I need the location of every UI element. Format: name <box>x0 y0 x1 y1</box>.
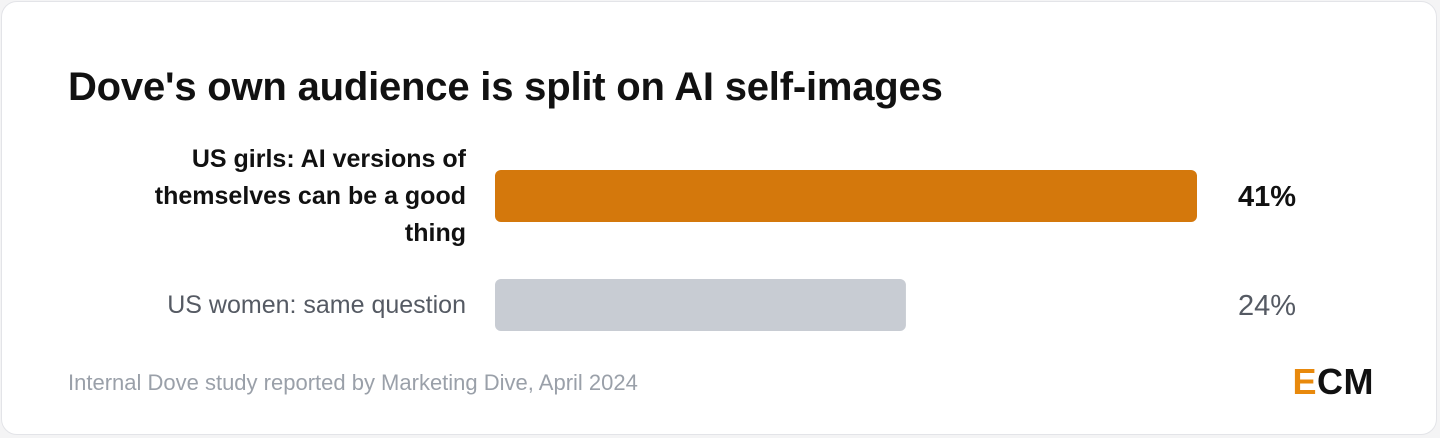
bar-1 <box>495 279 906 331</box>
category-label-line: themselves can be a good <box>155 182 466 210</box>
brand-logo: ECM <box>1292 362 1374 402</box>
logo-letters: CM <box>1317 361 1374 402</box>
value-label-1: 24% <box>1238 290 1296 322</box>
bars-layer: US girls: AI versions of themselves can b… <box>155 145 1296 331</box>
value-label-0: 41% <box>1238 181 1296 213</box>
category-label-line: thing <box>405 219 466 247</box>
source-note: Internal Dove study reported by Marketin… <box>68 370 638 395</box>
chart-title: Dove's own audience is split on AI self-… <box>68 65 943 109</box>
logo-letter-accent: E <box>1292 361 1317 402</box>
category-label-line: US girls: AI versions of <box>192 145 467 173</box>
category-label-line: US women: same question <box>167 291 466 319</box>
category-label-1: US women: same question <box>167 291 466 319</box>
bar-0 <box>495 170 1197 222</box>
category-label-0: US girls: AI versions of themselves can b… <box>155 145 467 247</box>
